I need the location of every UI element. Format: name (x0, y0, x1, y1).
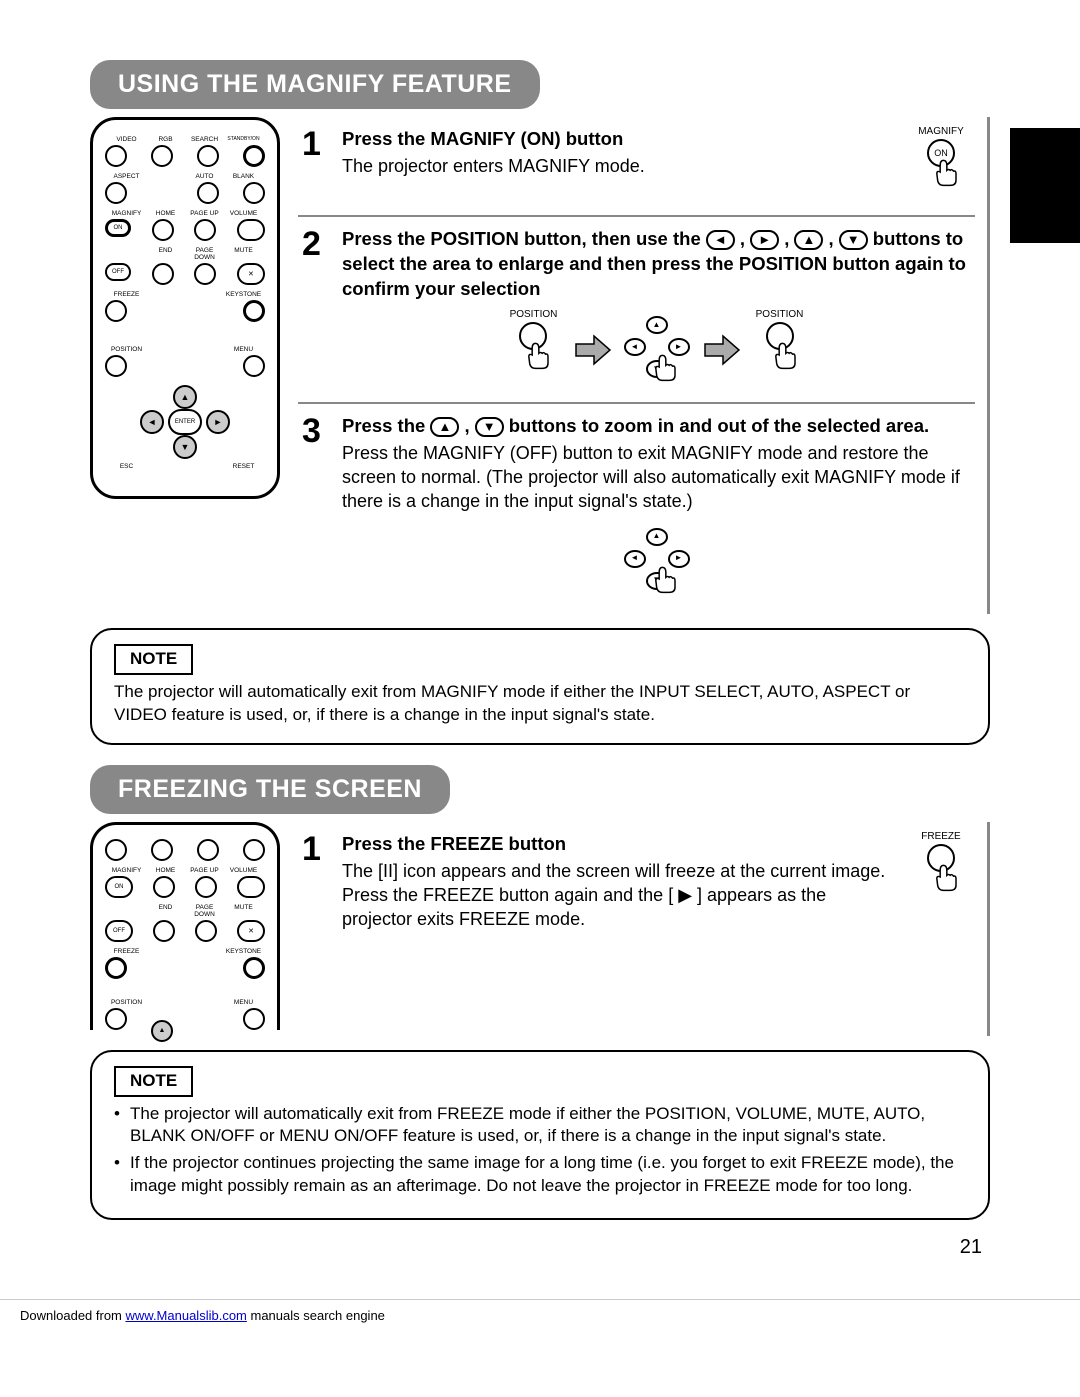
freeze-step-1-text: The [II] icon appears and the screen wil… (342, 859, 901, 932)
lbl-blank: BLANK (224, 173, 263, 180)
magnify-note-box: NOTE The projector will automatically ex… (90, 628, 990, 745)
magnify-steps: 1 Press the MAGNIFY (ON) button The proj… (298, 117, 990, 614)
lbl-home: HOME (146, 210, 185, 217)
remote-illustration-col: VIDEORGBSEARCHSTANDBY/ON ASPECT AUTOBLANK… (90, 117, 280, 614)
footer-suffix: manuals search engine (247, 1308, 385, 1323)
lbl-keystone: KEYSTONE (224, 291, 263, 298)
lbl-video: VIDEO (107, 136, 146, 143)
btn-magnify-off: OFF (105, 263, 131, 281)
section-title-freeze: FREEZING THE SCREEN (90, 765, 450, 814)
step-2-heading: Press the POSITION button, then use the … (342, 227, 971, 302)
freeze-step-num-1: 1 (302, 832, 330, 932)
footer-link[interactable]: www.Manualslib.com (126, 1308, 247, 1323)
step-num-2: 2 (302, 227, 330, 384)
step-3-heading: Press the ▲ , ▼ buttons to zoom in and o… (342, 414, 971, 439)
note-label-1: NOTE (114, 644, 193, 675)
lbl-standby: STANDBY/ON (224, 136, 263, 143)
remote-illustration-partial: MAGNIFYHOMEPAGE UPVOLUME ON ENDPAGE DOWN… (90, 822, 280, 1030)
step-3: 3 Press the ▲ , ▼ buttons to zoom in and… (298, 402, 975, 614)
note-label-2: NOTE (114, 1066, 193, 1097)
footer: Downloaded from www.Manualslib.com manua… (0, 1299, 1080, 1343)
lbl-end: END (146, 247, 185, 261)
section-title-magnify: USING THE MAGNIFY FEATURE (90, 60, 540, 109)
dpad-zoom-icon: ▲▼◄► (622, 528, 692, 596)
lbl-pagedn: PAGE DOWN (185, 247, 224, 261)
lbl-volume: VOLUME (224, 210, 263, 217)
position-press-icon-1: POSITION (503, 310, 563, 380)
freeze-content-row: MAGNIFYHOMEPAGE UPVOLUME ON ENDPAGE DOWN… (90, 822, 990, 1036)
position-press-icon-2: POSITION (750, 310, 810, 380)
magnify-content-row: VIDEORGBSEARCHSTANDBY/ON ASPECT AUTOBLANK… (90, 117, 990, 614)
freeze-note-box: NOTE The projector will automatically ex… (90, 1050, 990, 1221)
step-3-text: Press the MAGNIFY (OFF) button to exit M… (342, 441, 971, 514)
footer-prefix: Downloaded from (20, 1308, 126, 1323)
lbl-rgb: RGB (146, 136, 185, 143)
lbl-search: SEARCH (185, 136, 224, 143)
btn-magnify-on: ON (105, 219, 131, 237)
lbl-mute: MUTE (224, 247, 263, 261)
manual-page: USING THE MAGNIFY FEATURE VIDEORGBSEARCH… (0, 0, 1080, 1299)
lbl-pageup: PAGE UP (185, 210, 224, 217)
lbl-freeze: FREEZE (107, 291, 146, 298)
step-2: 2 Press the POSITION button, then use th… (298, 215, 975, 402)
step-1-heading: Press the MAGNIFY (ON) button (342, 127, 901, 152)
lbl-esc: ESC (107, 463, 146, 470)
page-edge-tab (1010, 128, 1080, 243)
remote-dpad: ▲ ▼ ◄ ► ENTER (140, 387, 230, 457)
step-num-1: 1 (302, 127, 330, 197)
arrow-right-icon (572, 330, 612, 370)
lbl-auto: AUTO (185, 173, 224, 180)
note-list-2: The projector will automatically exit fr… (114, 1103, 966, 1199)
step-2-icons: POSITION ▲▼◄► POSITION (342, 310, 971, 384)
lbl-reset: RESET (224, 463, 263, 470)
remote-illustration: VIDEORGBSEARCHSTANDBY/ON ASPECT AUTOBLANK… (90, 117, 280, 499)
step-1: 1 Press the MAGNIFY (ON) button The proj… (298, 117, 975, 215)
btn-enter: ENTER (168, 409, 202, 435)
step-num-3: 3 (302, 414, 330, 596)
note-item-2-0: The projector will automatically exit fr… (114, 1103, 966, 1149)
lbl-magnify: MAGNIFY (107, 210, 146, 217)
freeze-press-icon: FREEZE (911, 832, 971, 902)
magnify-on-press-icon: MAGNIFY ON (911, 127, 971, 197)
page-number: 21 (90, 1236, 990, 1259)
step-1-text: The projector enters MAGNIFY mode. (342, 154, 901, 178)
arrow-right-icon (701, 330, 741, 370)
remote-illustration-col-2: MAGNIFYHOMEPAGE UPVOLUME ON ENDPAGE DOWN… (90, 822, 280, 1036)
dpad-press-icon: ▲▼◄► (622, 316, 692, 384)
lbl-menu: MENU (224, 346, 263, 353)
lbl-aspect: ASPECT (107, 173, 146, 180)
note-text-1: The projector will automatically exit fr… (114, 681, 966, 727)
freeze-step-1-heading: Press the FREEZE button (342, 832, 901, 857)
freeze-step-1: 1 Press the FREEZE button The [II] icon … (298, 822, 975, 950)
lbl-position: POSITION (107, 346, 146, 353)
note-item-2-1: If the projector continues projecting th… (114, 1152, 966, 1198)
freeze-steps: 1 Press the FREEZE button The [II] icon … (298, 822, 990, 1036)
step-3-icons: ▲▼◄► (342, 522, 971, 596)
